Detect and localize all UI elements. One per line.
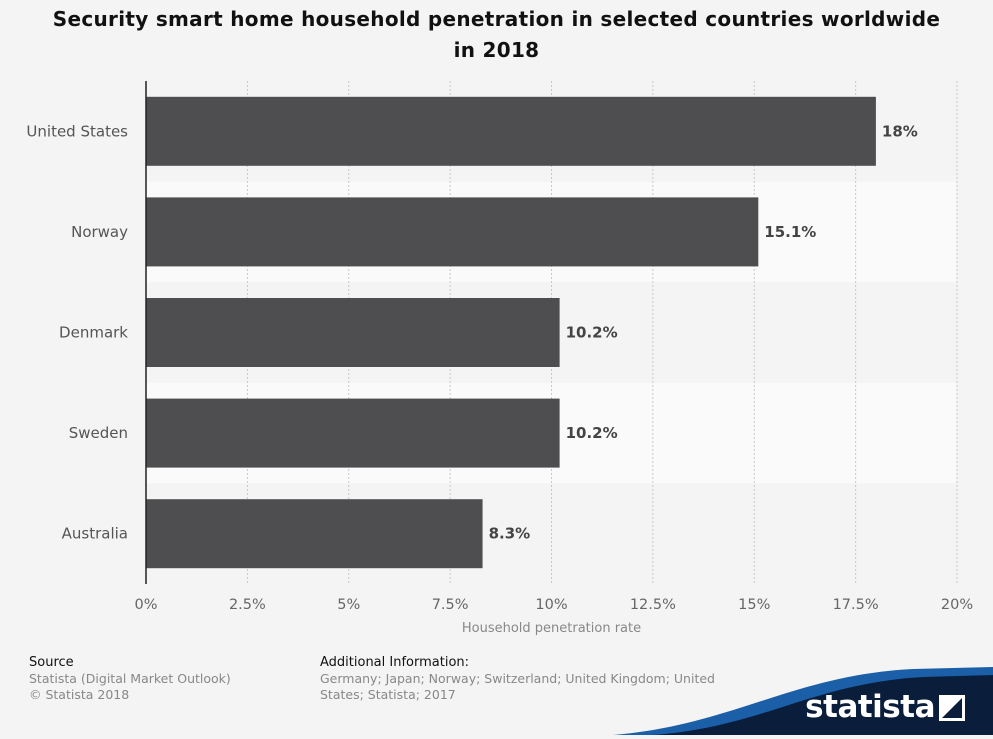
bar-chart: United States Norway Denmark Sweden Australi… [26, 81, 973, 636]
source-block: Source Statista (Digital Market Outlook)… [29, 655, 231, 703]
x-tick-label: 17.5% [833, 597, 879, 613]
category-label: United States [26, 122, 128, 140]
value-labels: 18% 15.1% 10.2% 10.2% 8.3% [489, 122, 918, 542]
additional-info-block: Additional Information: Germany; Japan; … [320, 655, 720, 703]
x-tick-label: 10% [535, 597, 567, 613]
x-tick-label: 0% [134, 597, 157, 613]
x-tick-label: 12.5% [630, 597, 676, 613]
logo-wordmark: statista [805, 689, 935, 725]
source-line-1: Statista (Digital Market Outlook) [29, 671, 231, 686]
category-label: Denmark [59, 324, 128, 342]
bar[interactable] [146, 298, 560, 367]
category-labels: United States Norway Denmark Sweden Australi… [26, 122, 128, 542]
bar[interactable] [146, 398, 560, 468]
logo-swoosh [613, 667, 993, 735]
x-tick-label: 20% [941, 597, 973, 613]
bar[interactable] [146, 96, 876, 166]
x-axis-title: Household penetration rate [462, 621, 641, 636]
x-tick-label: 15% [738, 597, 770, 613]
value-label: 18% [882, 122, 918, 140]
chart-title-line-2: in 2018 [453, 38, 540, 62]
value-label: 10.2% [566, 324, 618, 342]
statista-logo[interactable]: statista [613, 665, 993, 735]
category-label: Sweden [69, 424, 128, 442]
chart-title-line-1: Security smart home household penetratio… [52, 7, 941, 31]
value-label: 8.3% [489, 525, 531, 543]
x-tick-labels: 0% 2.5% 5% 7.5% 10% 12.5% 15% 17.5% 20% [134, 597, 973, 613]
additional-info-line-2: States; Statista; 2017 [320, 687, 456, 702]
value-label: 10.2% [566, 424, 618, 442]
additional-info-line-1: Germany; Japan; Norway; Switzerland; Uni… [320, 671, 715, 686]
source-heading: Source [29, 655, 74, 670]
category-label: Norway [71, 223, 128, 241]
bar[interactable] [146, 197, 759, 267]
x-tick-label: 2.5% [229, 597, 266, 613]
statista-flag-icon [939, 695, 965, 721]
source-line-2: © Statista 2018 [29, 687, 130, 702]
bar[interactable] [146, 499, 483, 569]
x-tick-label: 5% [337, 597, 360, 613]
value-label: 15.1% [764, 223, 816, 241]
bars [146, 96, 876, 569]
chart-title: Security smart home household penetratio… [0, 4, 993, 66]
additional-info-heading: Additional Information: [320, 655, 470, 670]
category-label: Australia [62, 525, 128, 543]
x-tick-label: 7.5% [432, 597, 469, 613]
